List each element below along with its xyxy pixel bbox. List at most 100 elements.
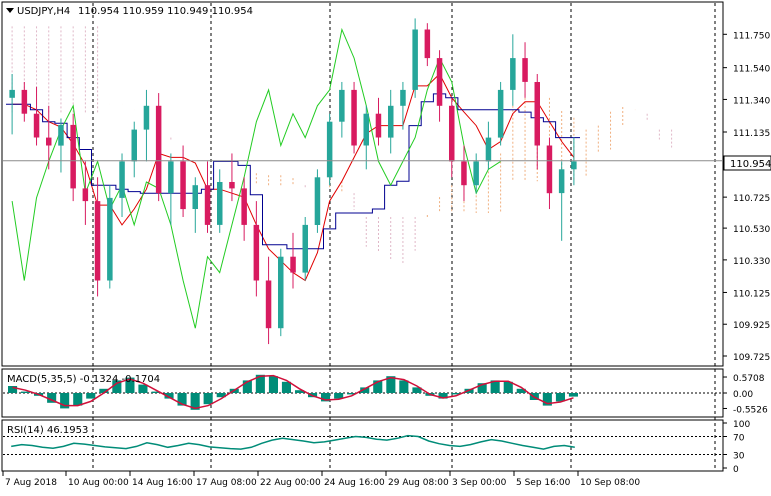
macd-signal-line bbox=[12, 374, 574, 410]
candle-body bbox=[436, 58, 443, 106]
candle-body bbox=[94, 201, 101, 281]
candle-body bbox=[363, 113, 369, 146]
candle-body bbox=[424, 29, 431, 59]
candle-body bbox=[375, 113, 382, 138]
time-tick-label: 17 Aug 08:00 bbox=[196, 478, 257, 488]
candle-body bbox=[155, 105, 162, 194]
candle-body bbox=[302, 224, 308, 273]
macd-histogram-bar bbox=[47, 393, 57, 403]
candle-body bbox=[229, 182, 235, 189]
candle-body bbox=[253, 224, 260, 281]
macd-histogram-bar bbox=[490, 380, 500, 393]
macd-histogram-bar bbox=[60, 393, 70, 409]
macd-histogram-bar bbox=[268, 376, 278, 393]
candle-body bbox=[314, 177, 321, 225]
macd-histogram-bar bbox=[321, 393, 331, 402]
price-tick-label: 111.135 bbox=[733, 129, 770, 139]
candle-body bbox=[9, 89, 15, 98]
macd-histogram-bar bbox=[347, 393, 357, 395]
kijun-line bbox=[6, 93, 580, 250]
candle-body bbox=[510, 58, 516, 90]
candle-body bbox=[522, 58, 528, 82]
dropdown-triangle-icon[interactable] bbox=[6, 8, 14, 13]
rsi-tick-label: 70 bbox=[733, 434, 745, 444]
rsi-tick-label: 0 bbox=[733, 465, 739, 475]
chart-header: USDJPY,H4 110.954 110.959 110.949 110.95… bbox=[6, 6, 253, 17]
candle-body bbox=[339, 89, 345, 122]
price-tick-label: 111.750 bbox=[733, 31, 770, 41]
candle-body bbox=[82, 188, 89, 202]
candle-body bbox=[204, 185, 211, 225]
price-tick-label: 110.530 bbox=[733, 225, 770, 235]
macd-histogram-bar bbox=[21, 391, 31, 393]
price-tick-label: 111.540 bbox=[733, 65, 770, 75]
price-tick-label: 111.340 bbox=[733, 96, 770, 106]
rsi-title: RSI(14) 46.1953 bbox=[7, 425, 88, 436]
candle-body bbox=[265, 280, 272, 329]
candle-body bbox=[449, 105, 455, 162]
symbol-timeframe: USDJPY,H4 bbox=[17, 6, 70, 17]
macd-histogram-bar bbox=[334, 393, 344, 399]
price-tick-label: 109.925 bbox=[733, 321, 770, 331]
macd-histogram-bar bbox=[216, 393, 226, 398]
candle-body bbox=[33, 113, 40, 138]
candle-body bbox=[46, 137, 52, 146]
candle-body bbox=[326, 121, 333, 178]
candle-body bbox=[58, 124, 64, 146]
macd-title: MACD(5,35,5) -0.1324 -0.1704 bbox=[7, 374, 160, 385]
time-tick-label: 3 Sep 00:00 bbox=[452, 478, 507, 488]
candle-body bbox=[388, 105, 394, 138]
price-tick-label: 110.125 bbox=[733, 289, 770, 299]
macd-histogram-bar bbox=[555, 393, 565, 402]
candle-body bbox=[497, 89, 504, 138]
time-tick-label: 10 Aug 00:00 bbox=[68, 478, 129, 488]
time-tick-label: 29 Aug 08:00 bbox=[388, 478, 449, 488]
macd-histogram-bar bbox=[177, 393, 187, 406]
price-tick-label: 110.725 bbox=[733, 194, 770, 204]
current-price-box bbox=[723, 155, 771, 171]
macd-tick-label: 0.00 bbox=[733, 390, 753, 400]
candle-body bbox=[473, 161, 479, 186]
candle-body bbox=[217, 182, 223, 225]
current-price-text: 110.954 bbox=[730, 159, 771, 170]
candle-body bbox=[192, 185, 198, 209]
price-tick-label: 109.725 bbox=[733, 353, 770, 363]
candle-body bbox=[461, 161, 467, 186]
macd-histogram-bar bbox=[86, 393, 96, 399]
macd-histogram-bar bbox=[399, 380, 409, 393]
main-pane-border bbox=[1, 1, 724, 367]
ohlc-values: 110.954 110.959 110.949 110.954 bbox=[78, 6, 253, 17]
candle-body bbox=[107, 197, 113, 281]
macd-histogram-bar bbox=[151, 391, 161, 393]
macd-histogram-bar bbox=[542, 393, 552, 406]
macd-histogram-bar bbox=[412, 387, 422, 393]
candle-body bbox=[70, 124, 76, 189]
macd-histogram-bar bbox=[373, 380, 383, 393]
candle-body bbox=[412, 29, 418, 90]
time-tick-label: 10 Sep 08:00 bbox=[580, 478, 640, 488]
macd-histogram-bar bbox=[295, 390, 305, 393]
macd-histogram-bar bbox=[386, 376, 396, 393]
macd-histogram-bar bbox=[8, 386, 18, 393]
macd-histogram-bar bbox=[99, 388, 109, 393]
candle-body bbox=[290, 256, 296, 273]
macd-histogram-bar bbox=[242, 380, 252, 393]
macd-histogram-bar bbox=[477, 383, 487, 393]
macd-histogram-bar bbox=[73, 393, 83, 406]
current-price-label: 110.954 bbox=[723, 155, 771, 171]
time-axis: 7 Aug 2018 10 Aug 00:00 14 Aug 16:00 17 Aug… bbox=[2, 471, 640, 488]
macd-histogram-bar bbox=[568, 393, 578, 397]
candle-body bbox=[143, 105, 150, 130]
candle-body bbox=[241, 188, 247, 225]
candle-body bbox=[131, 129, 137, 162]
rsi-tick-label: 30 bbox=[733, 452, 745, 462]
macd-histogram-bar bbox=[190, 393, 200, 410]
macd-histogram-bar bbox=[164, 393, 174, 399]
macd-histogram-bar bbox=[125, 377, 135, 393]
time-tick-label: 5 Sep 16:00 bbox=[516, 478, 571, 488]
macd-tick-label: 0.5708 bbox=[733, 374, 765, 384]
candle-body bbox=[558, 169, 565, 194]
